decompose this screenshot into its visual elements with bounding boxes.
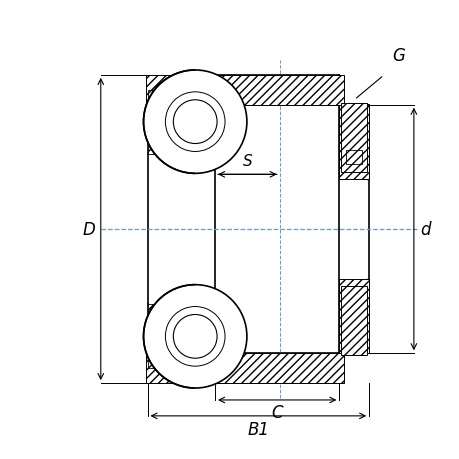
Bar <box>147 90 195 155</box>
Text: d: d <box>420 220 430 239</box>
Text: C: C <box>271 403 282 421</box>
Text: B1: B1 <box>247 420 269 438</box>
Bar <box>147 304 195 369</box>
Bar <box>341 286 366 355</box>
Bar <box>346 151 361 165</box>
Bar <box>339 106 369 180</box>
Text: G: G <box>392 47 404 65</box>
Circle shape <box>143 285 246 388</box>
Bar <box>341 104 366 173</box>
Bar <box>215 76 343 106</box>
Bar <box>145 353 215 383</box>
Text: S: S <box>242 154 252 168</box>
Text: D: D <box>82 220 95 239</box>
Bar <box>145 76 215 106</box>
Bar <box>215 353 343 383</box>
Circle shape <box>143 71 246 174</box>
Bar <box>339 279 369 353</box>
